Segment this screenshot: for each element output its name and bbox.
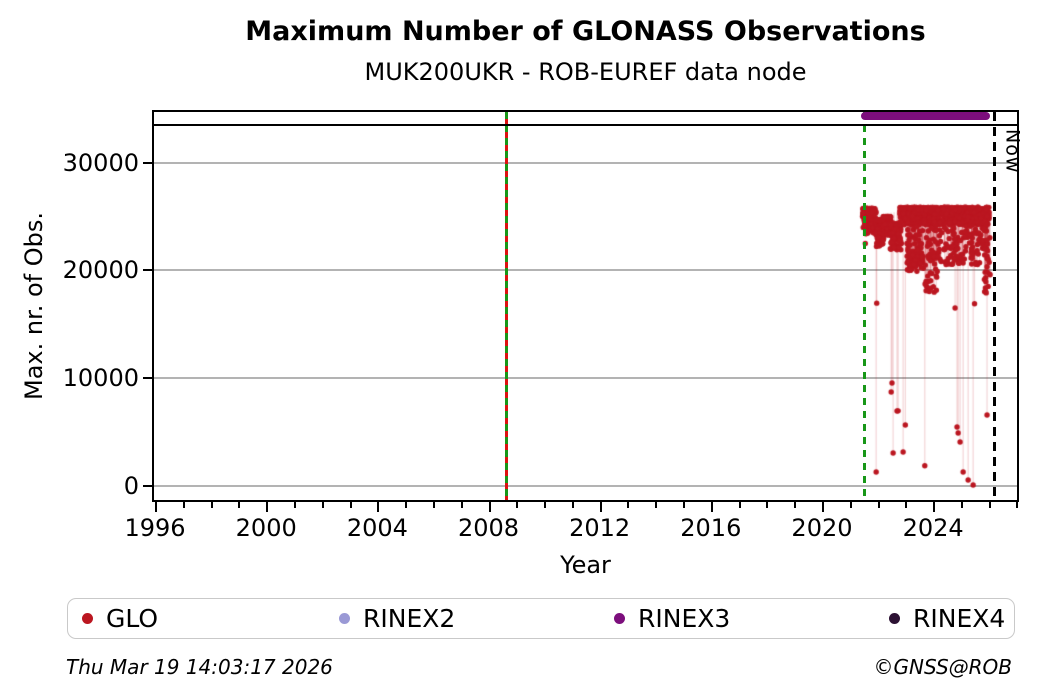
x-minor-tick bbox=[571, 502, 574, 508]
legend-label: RINEX3 bbox=[638, 604, 731, 633]
x-tick-label: 2000 bbox=[235, 514, 297, 542]
x-tick-label: 2012 bbox=[569, 514, 631, 542]
y-tick-label: 20000 bbox=[62, 256, 139, 285]
x-tick-label: 2004 bbox=[346, 514, 408, 542]
legend-label: RINEX4 bbox=[913, 604, 1006, 633]
legend-box: GLO RINEX2 RINEX3 RINEX4 bbox=[67, 598, 1015, 639]
y-tick-label: 0 bbox=[123, 471, 139, 500]
now-line-label: Now bbox=[1001, 129, 1024, 174]
x-minor-tick bbox=[544, 502, 547, 508]
legend-item-rinex3: RINEX3 bbox=[614, 599, 730, 638]
x-tick-label: 2024 bbox=[902, 514, 964, 542]
x-minor-tick bbox=[960, 502, 963, 508]
x-minor-tick bbox=[794, 502, 797, 508]
legend-label: GLO bbox=[106, 604, 159, 633]
x-minor-tick bbox=[293, 502, 296, 508]
x-minor-tick bbox=[460, 502, 463, 508]
x-major-tick bbox=[599, 502, 602, 512]
legend-marker-glo-icon bbox=[82, 613, 93, 624]
chart-title: Maximum Number of GLONASS Observations bbox=[245, 16, 926, 47]
legend-marker-rinex4-icon bbox=[889, 613, 900, 624]
x-minor-tick bbox=[627, 502, 630, 508]
glo-scatter-canvas bbox=[154, 112, 1017, 500]
x-minor-tick bbox=[210, 502, 213, 508]
y-tick-label: 30000 bbox=[62, 148, 139, 177]
x-minor-tick bbox=[738, 502, 741, 508]
x-minor-tick bbox=[321, 502, 324, 508]
copyright-label: ©GNSS@ROB bbox=[873, 655, 1013, 679]
x-minor-tick bbox=[1016, 502, 1019, 508]
plot-area bbox=[152, 110, 1019, 502]
x-major-tick bbox=[710, 502, 713, 512]
x-major-tick bbox=[155, 502, 158, 512]
y-tick-label: 10000 bbox=[62, 364, 139, 392]
legend-item-rinex2: RINEX2 bbox=[339, 599, 455, 638]
x-tick-label: 1996 bbox=[124, 514, 186, 542]
y-major-tick bbox=[143, 161, 152, 164]
x-tick-label: 2020 bbox=[791, 514, 853, 542]
x-minor-tick bbox=[877, 502, 880, 508]
rinex3-start-line bbox=[505, 112, 509, 500]
y-major-tick bbox=[143, 377, 152, 379]
data-start-line bbox=[862, 112, 866, 500]
legend-marker-rinex3-icon bbox=[614, 613, 625, 624]
x-major-tick bbox=[821, 502, 824, 512]
rinex3-availability-bar bbox=[861, 112, 991, 121]
x-minor-tick bbox=[432, 502, 435, 508]
x-major-tick bbox=[266, 502, 269, 512]
plot-timestamp: Thu Mar 19 14:03:17 2026 bbox=[66, 655, 333, 679]
x-minor-tick bbox=[516, 502, 519, 508]
x-minor-tick bbox=[905, 502, 908, 508]
x-minor-tick bbox=[349, 502, 352, 508]
chart-subtitle: MUK200UKR - ROB-EUREF data node bbox=[364, 58, 807, 86]
x-axis-label: Year bbox=[560, 551, 611, 579]
now-line bbox=[993, 112, 996, 500]
x-minor-tick bbox=[683, 502, 686, 508]
x-major-tick bbox=[488, 502, 491, 512]
x-minor-tick bbox=[238, 502, 241, 508]
x-minor-tick bbox=[655, 502, 658, 508]
y-major-tick bbox=[143, 484, 152, 487]
rinex-strip-divider bbox=[154, 123, 1017, 127]
x-minor-tick bbox=[405, 502, 408, 508]
y-axis-label: Max. nr. of Obs. bbox=[20, 211, 48, 401]
x-minor-tick bbox=[766, 502, 769, 508]
x-minor-tick bbox=[988, 502, 991, 508]
y-major-tick bbox=[143, 269, 152, 272]
x-tick-label: 2008 bbox=[457, 514, 520, 542]
legend-item-glo: GLO bbox=[82, 599, 158, 638]
x-minor-tick bbox=[849, 502, 852, 508]
x-major-tick bbox=[377, 502, 380, 512]
legend-label: RINEX2 bbox=[363, 604, 456, 633]
x-minor-tick bbox=[182, 502, 185, 508]
x-tick-label: 2016 bbox=[680, 514, 742, 542]
legend-marker-rinex2-icon bbox=[339, 613, 350, 624]
legend-item-rinex4: RINEX4 bbox=[889, 599, 1005, 638]
x-major-tick bbox=[933, 502, 936, 512]
